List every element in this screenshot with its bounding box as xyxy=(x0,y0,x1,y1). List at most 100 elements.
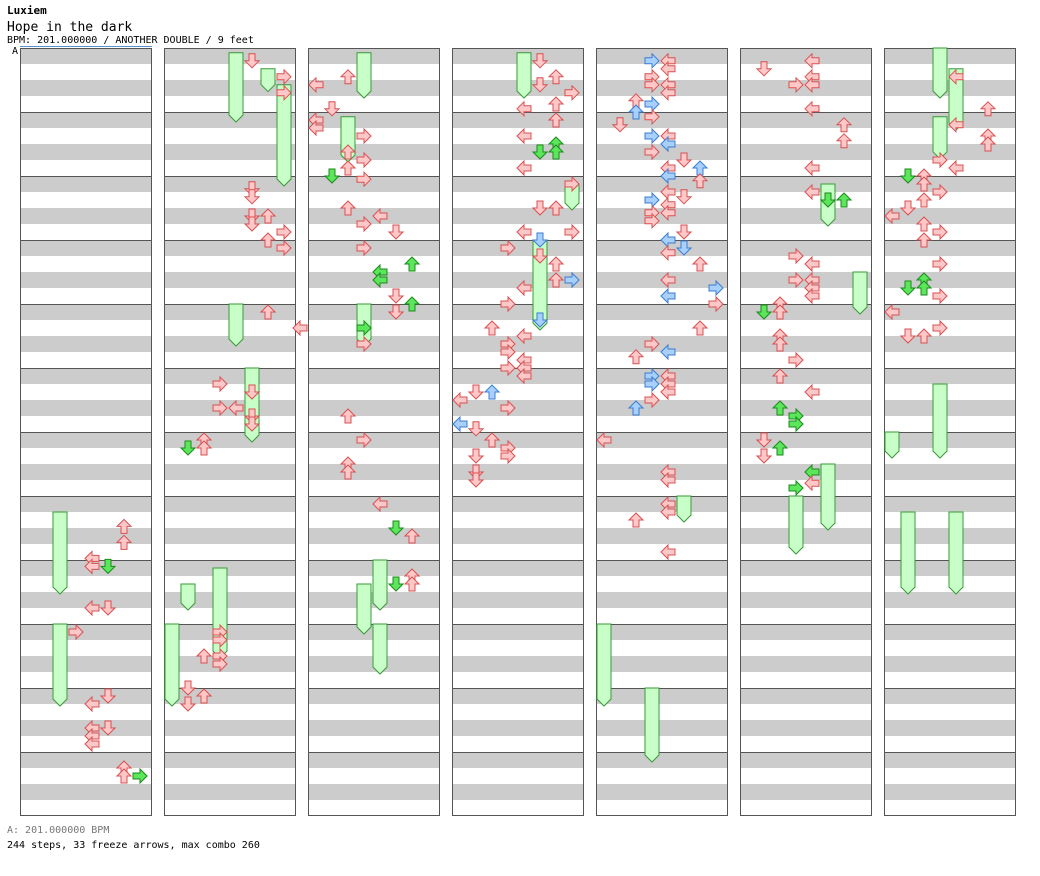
step-arrow-red xyxy=(835,117,853,133)
step-arrow-red xyxy=(179,696,197,712)
freeze-body xyxy=(884,431,900,459)
step-arrow-blue xyxy=(708,279,724,297)
beat-stripe xyxy=(596,528,728,544)
freeze-arrow xyxy=(228,52,244,123)
measure-column xyxy=(740,48,872,816)
step-arrow-green xyxy=(771,440,789,456)
beat-stripe xyxy=(308,464,440,480)
step-arrow-green xyxy=(403,256,421,272)
step-arrow-red xyxy=(99,720,117,736)
chart-stats: 244 steps, 33 freeze arrows, max combo 2… xyxy=(7,840,260,851)
freeze-body xyxy=(820,463,836,531)
beat-stripe xyxy=(20,336,152,352)
beat-stripe xyxy=(164,752,296,768)
step-arrow-green xyxy=(899,280,917,296)
step-arrow-red xyxy=(483,432,501,448)
measure-column xyxy=(164,48,296,816)
step-arrow-red xyxy=(516,127,532,145)
beat-stripe xyxy=(596,720,728,736)
freeze-body xyxy=(260,68,276,93)
beat-stripe xyxy=(452,176,584,192)
step-arrow-blue xyxy=(660,135,676,153)
bpm-legend: A: 201.000000 BPM xyxy=(7,825,110,836)
step-arrow-red xyxy=(932,151,948,169)
step-arrow-blue xyxy=(564,271,580,289)
step-arrow-red xyxy=(84,695,100,713)
step-arrow-red xyxy=(339,160,357,176)
step-arrow-red xyxy=(516,100,532,118)
beat-stripe xyxy=(740,112,872,128)
freeze-body xyxy=(372,559,388,611)
step-arrow-green xyxy=(403,296,421,312)
beat-stripe xyxy=(740,720,872,736)
step-arrow-red xyxy=(660,271,676,289)
step-arrow-red xyxy=(884,303,900,321)
step-arrow-red xyxy=(755,448,773,464)
freeze-body xyxy=(932,47,948,99)
step-arrow-red xyxy=(452,391,468,409)
step-arrow-red xyxy=(660,84,676,102)
freeze-body xyxy=(900,511,916,595)
step-arrow-red xyxy=(547,256,565,272)
freeze-body xyxy=(52,623,68,707)
beat-stripe xyxy=(596,240,728,256)
beat-stripe xyxy=(596,336,728,352)
freeze-body xyxy=(356,583,372,635)
step-arrow-red xyxy=(339,144,357,160)
step-arrow-red xyxy=(675,224,693,240)
column-border xyxy=(308,48,440,816)
beat-stripe xyxy=(308,80,440,96)
freeze-body xyxy=(932,116,948,160)
beat-stripe xyxy=(452,752,584,768)
beat-stripe xyxy=(164,496,296,512)
beat-stripe xyxy=(884,48,1016,64)
step-arrow-red xyxy=(372,207,388,225)
step-arrow-red xyxy=(356,151,372,169)
step-arrow-red xyxy=(276,84,292,102)
step-arrow-red xyxy=(932,255,948,273)
step-arrow-red xyxy=(356,431,372,449)
step-arrow-red xyxy=(915,328,933,344)
step-arrow-red xyxy=(644,76,660,94)
beat-stripe xyxy=(20,208,152,224)
beat-stripe xyxy=(740,208,872,224)
measure-column xyxy=(308,48,440,816)
beat-stripe xyxy=(884,368,1016,384)
step-arrow-red xyxy=(884,207,900,225)
step-arrow-red xyxy=(547,200,565,216)
freeze-arrow xyxy=(260,68,276,93)
step-arrow-red xyxy=(356,127,372,145)
beat-stripe xyxy=(20,80,152,96)
beat-stripe xyxy=(740,592,872,608)
beat-stripe xyxy=(20,272,152,288)
step-arrow-red xyxy=(804,52,820,70)
step-arrow-red xyxy=(627,512,645,528)
step-arrow-red xyxy=(755,432,773,448)
beat-stripe xyxy=(884,688,1016,704)
beat-stripe xyxy=(596,688,728,704)
step-arrow-red xyxy=(915,176,933,192)
beat-stripe xyxy=(596,80,728,96)
beat-stripe xyxy=(596,112,728,128)
step-arrow-red xyxy=(804,100,820,118)
freeze-body xyxy=(516,52,532,99)
beat-stripe xyxy=(452,208,584,224)
beat-stripe xyxy=(884,304,1016,320)
freeze-arrow xyxy=(900,511,916,595)
beat-stripe xyxy=(884,464,1016,480)
step-arrow-red xyxy=(403,576,421,592)
freeze-body xyxy=(596,623,612,707)
step-arrow-red xyxy=(243,53,261,69)
step-arrow-red xyxy=(483,320,501,336)
beat-stripe xyxy=(884,336,1016,352)
step-arrow-red xyxy=(516,159,532,177)
step-arrow-red xyxy=(564,84,580,102)
step-arrow-red xyxy=(660,543,676,561)
step-arrow-red xyxy=(500,295,516,313)
beat-stripe xyxy=(452,656,584,672)
beat-stripe xyxy=(164,368,296,384)
step-arrow-red xyxy=(788,247,804,265)
step-arrow-red xyxy=(259,208,277,224)
step-arrow-blue xyxy=(627,400,645,416)
freeze-arrow xyxy=(932,47,948,99)
